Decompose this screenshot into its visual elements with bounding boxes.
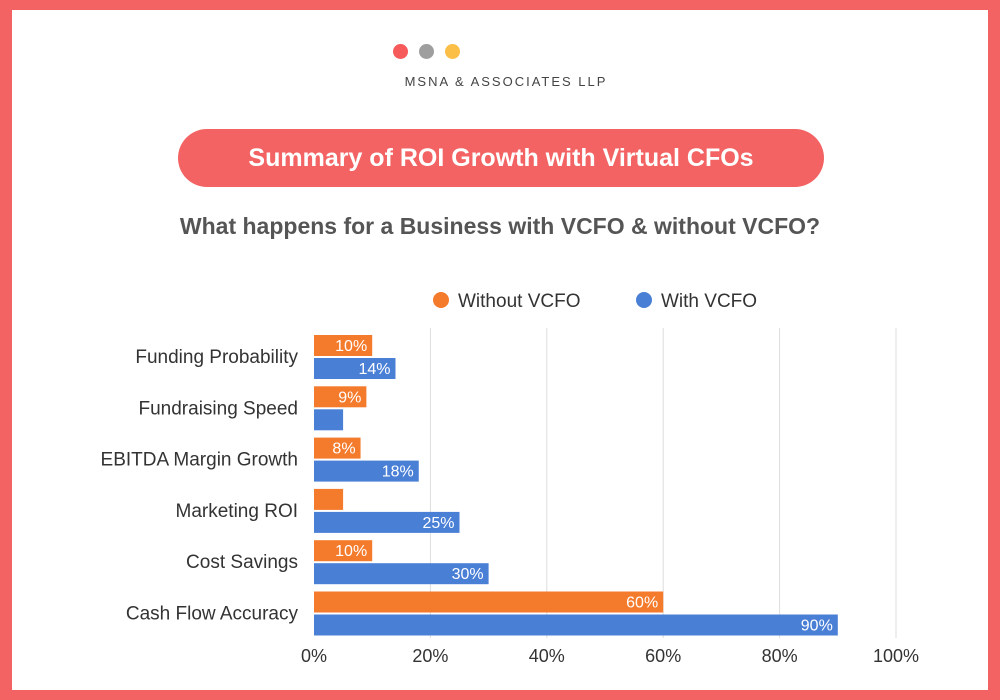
- legend-label: With VCFO: [661, 291, 757, 312]
- x-tick-label: 20%: [412, 646, 448, 666]
- data-label: 14%: [358, 361, 390, 378]
- data-label: 30%: [452, 566, 484, 583]
- data-label: 60%: [626, 595, 658, 612]
- bar-without-vcfo: [314, 488, 344, 510]
- legend-marker-icon: [433, 292, 449, 308]
- red-dot-icon: [393, 44, 408, 59]
- brand-name: MSNA & ASSOCIATES LLP: [404, 74, 608, 89]
- bar-with-vcfo: [314, 563, 489, 585]
- category-label: Marketing ROI: [176, 501, 298, 522]
- page-title: Summary of ROI Growth with Virtual CFOs: [178, 129, 824, 187]
- legend-marker-icon: [636, 292, 652, 308]
- category-label: Fundraising Speed: [139, 398, 299, 419]
- x-tick-label: 100%: [873, 646, 919, 666]
- bar-with-vcfo: [314, 614, 838, 636]
- data-label: 10%: [335, 543, 367, 560]
- data-label: 18%: [382, 464, 414, 481]
- category-label: Funding Probability: [135, 347, 298, 368]
- bar-without-vcfo: [314, 591, 664, 613]
- page-subtitle: What happens for a Business with VCFO & …: [179, 213, 821, 239]
- legend-label: Without VCFO: [458, 291, 580, 312]
- bar-with-vcfo: [314, 460, 419, 482]
- x-tick-label: 60%: [645, 646, 681, 666]
- bar-without-vcfo: [314, 335, 373, 356]
- bar-with-vcfo: [314, 358, 396, 379]
- infographic-card: MSNA & ASSOCIATES LLP Summary of ROI Gro…: [12, 10, 988, 690]
- bar-without-vcfo: [314, 386, 367, 408]
- x-tick-label: 40%: [529, 646, 565, 666]
- category-label: Cost Savings: [186, 552, 298, 573]
- bar-without-vcfo: [314, 437, 361, 459]
- bar-with-vcfo: [314, 409, 344, 431]
- data-label: 9%: [338, 389, 361, 406]
- bar-without-vcfo: [314, 540, 373, 562]
- data-label: 90%: [801, 618, 833, 635]
- category-label: Cash Flow Accuracy: [126, 604, 299, 625]
- bar-chart: 0% 20% 40% 60% 80% 100% Funding Probability 10%…: [101, 291, 919, 666]
- bar-with-vcfo: [314, 511, 460, 533]
- grey-dot-icon: [419, 44, 434, 59]
- category-label: EBITDA Margin Growth: [101, 450, 298, 471]
- data-label: 25%: [422, 515, 454, 532]
- x-tick-label: 0%: [301, 646, 327, 666]
- data-label: 10%: [335, 338, 367, 355]
- data-label: 8%: [332, 441, 355, 458]
- x-tick-label: 80%: [762, 646, 798, 666]
- yellow-dot-icon: [445, 44, 460, 59]
